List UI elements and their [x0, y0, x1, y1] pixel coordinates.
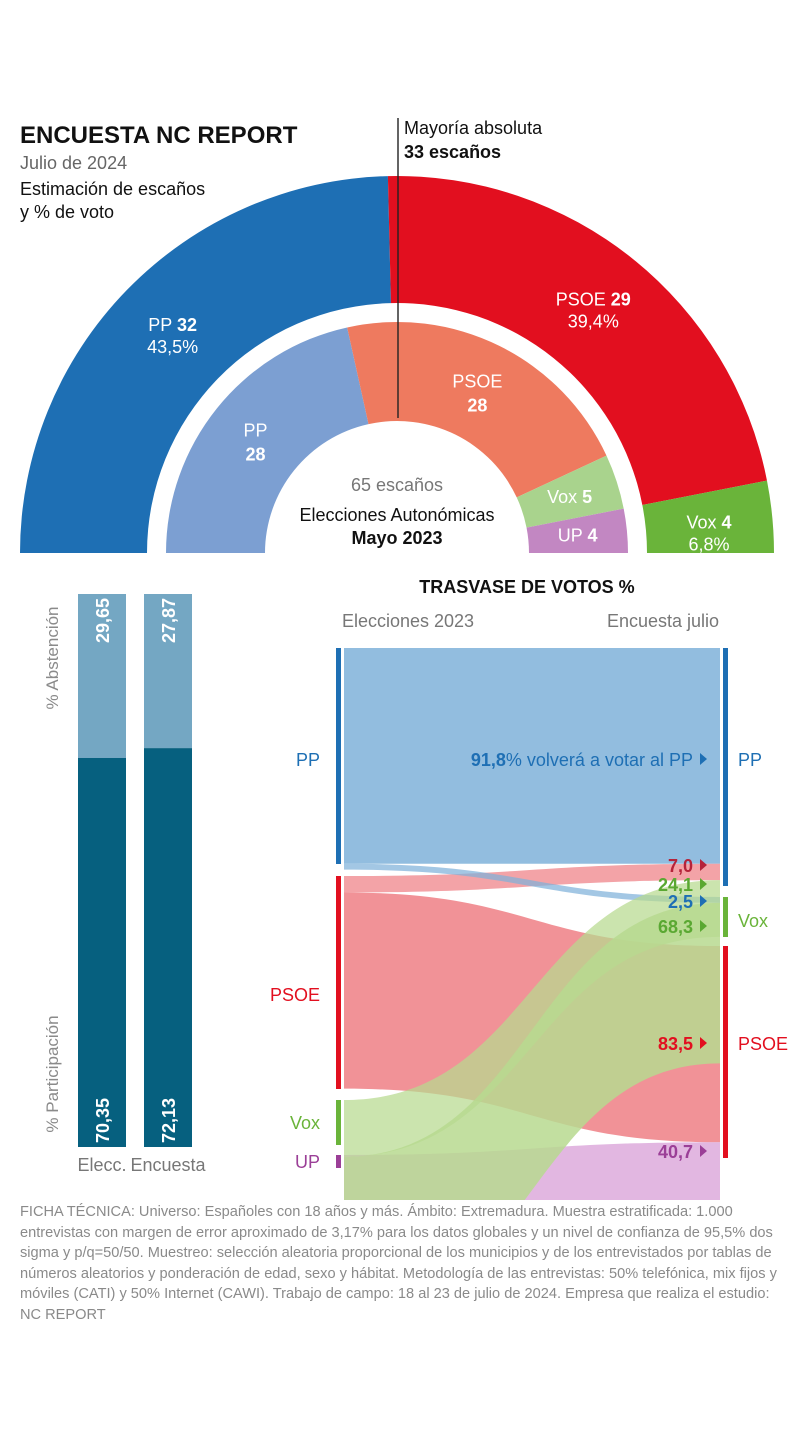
elections-caption: Elecciones Autonómicas [299, 505, 494, 525]
participation-value-elecc-: 70,35 [93, 1098, 113, 1143]
sankey-flow-labels: 7,024,12,5 68,3 83,5 40,7 [658, 856, 707, 1162]
pp-loyalty-text: % volverá a votar al PP [506, 750, 693, 770]
infographic: ENCUESTA NC REPORT Julio de 2024 Estimac… [20, 118, 788, 1200]
target-node-vox [723, 897, 728, 937]
elecciones-segment-psoe [347, 321, 607, 498]
target-node-pp [723, 648, 728, 886]
encuesta-hemicycle [20, 176, 774, 553]
description-line1: Estimación de escaños [20, 179, 205, 199]
abstention-bar-elecc- [78, 594, 126, 758]
participation-bar-elecc- [78, 757, 126, 1147]
source-label-pp: PP [296, 750, 320, 770]
majority-label: Mayoría absoluta [404, 118, 543, 138]
abstention-axis-label: % Abstención [43, 606, 62, 709]
source-node-up [336, 1155, 341, 1168]
elecciones-segment-up [526, 508, 628, 553]
flow-arrow-5 [700, 1145, 707, 1157]
sankey-flows [344, 648, 720, 1200]
target-label-pp: PP [738, 750, 762, 770]
source-label-vox: Vox [290, 1113, 320, 1133]
source-node-psoe [336, 876, 341, 1089]
source-label-psoe: PSOE [270, 985, 320, 1005]
sankey-right-header: Encuesta julio [607, 611, 719, 631]
elecciones-hemicycle [165, 321, 628, 553]
majority-value: 33 escaños [404, 142, 501, 162]
flow-value-5: 40,7 [658, 1142, 693, 1162]
flow-arrow-1 [700, 878, 707, 890]
flow-value-3: 68,3 [658, 917, 693, 937]
bar-category-encuesta: Encuesta [130, 1155, 206, 1175]
abstention-bar-encuesta [144, 594, 192, 749]
target-label-psoe: PSOE [738, 1034, 788, 1054]
elecciones-label-up: UP 4 [558, 525, 598, 545]
methodology-note: FICHA TÉCNICA: Universo: Españoles con 1… [20, 1204, 777, 1323]
flow-value-0: 7,0 [668, 856, 693, 876]
pp-loyalty-arrow [700, 753, 707, 765]
participation-axis-label: % Participación [43, 1015, 62, 1132]
sankey-left-header: Elecciones 2023 [342, 611, 474, 631]
target-label-vox: Vox [738, 911, 768, 931]
participation-bar-encuesta [144, 748, 192, 1147]
target-node-psoe [723, 946, 728, 1158]
flow-arrow-2 [700, 895, 707, 907]
flow-vox-to-vox [344, 902, 720, 1200]
flow-pp-to-vox [344, 863, 720, 903]
pp-loyalty-annotation: 91,8% volverá a votar al PP [471, 750, 693, 770]
abstention-value-encuesta: 27,87 [159, 598, 179, 643]
flow-pp-to-pp [344, 648, 720, 864]
turnout-chart: % Abstención % Participación 29,65 70,35 E… [43, 594, 207, 1175]
elections-date: Mayo 2023 [351, 528, 442, 548]
flow-arrow-3 [700, 920, 707, 932]
pp-loyalty-value: 91,8 [471, 750, 506, 770]
encuesta-segment-pp [20, 176, 391, 553]
source-node-pp [336, 648, 341, 864]
elecciones-labels: PP 28 PSOE 28 Vox 5 UP 4 [243, 371, 597, 545]
sankey-node-labels: PP PSOE Vox UP PP Vox PSOE [270, 750, 788, 1172]
flow-value-2: 2,5 [668, 892, 693, 912]
source-node-vox [336, 1100, 341, 1145]
description-line2: y % de voto [20, 202, 114, 222]
source-label-up: UP [295, 1152, 320, 1172]
sankey-nodes [336, 648, 728, 1168]
participation-value-encuesta: 72,13 [159, 1098, 179, 1143]
sankey-title: TRASVASE DE VOTOS % [419, 577, 634, 597]
encuesta-labels: PP 32 43,5% PSOE 29 39,4% Vox 4 6,8% [147, 290, 731, 555]
flow-value-4: 83,5 [658, 1034, 693, 1054]
flow-arrow-0 [700, 859, 707, 871]
encuesta-segment-psoe [387, 176, 767, 505]
flow-value-1: 24,1 [658, 875, 693, 895]
flow-arrow-4 [700, 1037, 707, 1049]
encuesta-label-vox: Vox 4 6,8% [687, 513, 732, 555]
subtitle: Julio de 2024 [20, 153, 127, 173]
elecciones-segment-vox [516, 455, 624, 528]
elecciones-segment-pp [165, 327, 369, 553]
elecciones-label-vox: Vox 5 [547, 487, 592, 507]
encuesta-segment-vox [642, 480, 774, 553]
elecciones-label-psoe: PSOE 28 [452, 371, 502, 415]
encuesta-label-pp: PP 32 43,5% [147, 315, 198, 357]
encuesta-label-psoe: PSOE 29 39,4% [556, 290, 631, 332]
total-seats-label: 65 escaños [351, 475, 443, 495]
elecciones-label-pp: PP 28 [243, 420, 267, 464]
vote-transfer-sankey: TRASVASE DE VOTOS % Elecciones 2023 Encu… [270, 577, 788, 1200]
abstention-value-elecc-: 29,65 [93, 598, 113, 643]
bar-category-elecc-: Elecc. [77, 1155, 126, 1175]
page-title: ENCUESTA NC REPORT [20, 122, 298, 149]
flow-psoe-to-pp [344, 863, 720, 893]
